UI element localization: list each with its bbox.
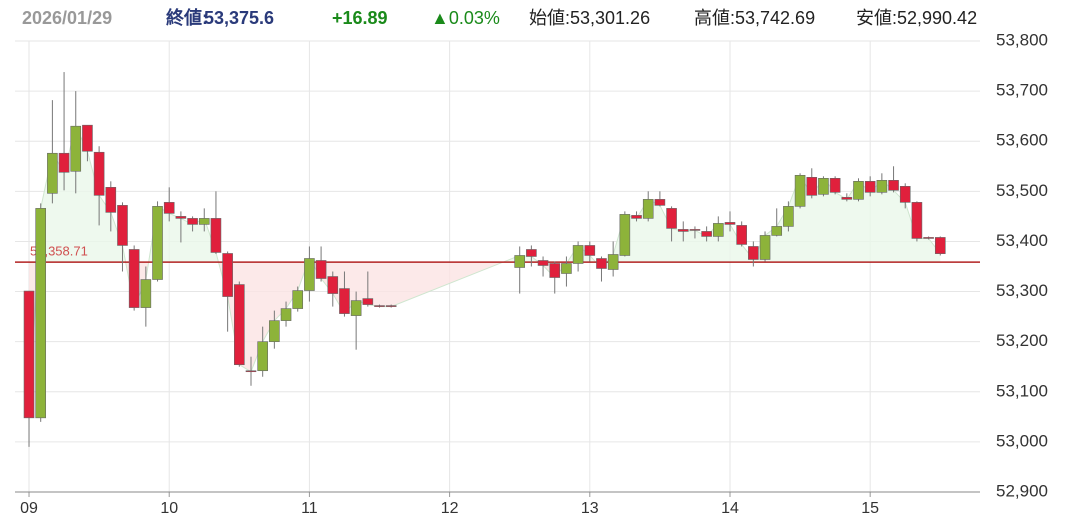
candle-body — [47, 152, 58, 194]
candle-body — [923, 237, 934, 239]
candle-body — [198, 218, 210, 225]
candle-body — [514, 255, 525, 268]
close-line — [28, 124, 941, 418]
candle-body — [701, 231, 712, 237]
candle-body — [841, 197, 853, 200]
candle-body — [257, 341, 268, 372]
candle-body — [619, 214, 631, 256]
y-tick-label: 53,000 — [996, 431, 1048, 450]
y-tick-label: 53,300 — [996, 281, 1048, 300]
candle-body — [748, 246, 759, 260]
x-tick-label: 11 — [301, 500, 318, 517]
y-tick-label: 52,900 — [996, 481, 1048, 500]
candle-body — [304, 258, 315, 291]
candle-body — [876, 180, 888, 193]
candle-body — [526, 249, 537, 257]
candle-body — [783, 206, 794, 227]
area-above — [29, 126, 941, 263]
candle-body — [537, 260, 549, 266]
candle-body — [187, 218, 198, 225]
date: 2026/01/29 — [22, 8, 112, 28]
candle-body — [736, 225, 747, 245]
open: 始値:53,301.26 — [529, 8, 650, 28]
candle-body — [853, 181, 864, 200]
candle-body — [93, 151, 105, 196]
candle-body — [561, 263, 572, 274]
x-tick-label: 09 — [20, 500, 38, 517]
candle-body — [911, 202, 923, 239]
y-tick-label: 53,400 — [996, 231, 1048, 250]
candle-body — [117, 205, 128, 246]
candle-body — [864, 181, 876, 193]
close-value: 53,375.6 — [204, 8, 274, 28]
x-tick-label: 13 — [581, 500, 599, 517]
candle-body — [771, 226, 783, 236]
x-tick-label: 10 — [160, 500, 178, 517]
candle-body — [175, 216, 187, 219]
candle-body — [315, 260, 327, 279]
candle-body — [245, 370, 257, 373]
x-tick-label: 12 — [441, 500, 459, 517]
candle-body — [140, 279, 152, 308]
candle-body — [128, 249, 140, 308]
candle-body — [724, 222, 736, 225]
high: 高値:53,742.69 — [694, 8, 815, 28]
y-tick-label: 53,100 — [996, 381, 1048, 400]
change: +16.89 — [332, 8, 388, 28]
candle-body — [327, 276, 339, 294]
candle-body — [607, 254, 619, 270]
candle-body — [899, 186, 911, 203]
candle-body — [888, 180, 899, 191]
candle-body — [350, 300, 362, 316]
candle-body — [105, 187, 117, 213]
candle-body — [292, 290, 304, 309]
candle-body — [23, 290, 35, 419]
candle-body — [385, 305, 397, 307]
x-tick-label: 14 — [721, 500, 739, 517]
x-tick-label: 15 — [861, 500, 879, 517]
y-tick-label: 53,700 — [996, 81, 1048, 100]
candle-body — [210, 218, 222, 253]
candle-body — [584, 245, 596, 256]
candle-body — [642, 199, 654, 219]
area-below — [29, 262, 607, 418]
candle-body — [152, 206, 163, 280]
candle-body — [572, 245, 584, 264]
candle-body — [654, 199, 666, 206]
candle-body — [280, 308, 292, 321]
candle-body — [58, 152, 70, 173]
candle-body — [677, 229, 689, 232]
candle-body — [222, 253, 233, 297]
candle-body — [759, 235, 771, 260]
candle-body — [163, 202, 175, 214]
candle-body — [666, 208, 677, 229]
y-tick-label: 53,500 — [996, 181, 1048, 200]
change-pct: ▲0.03% — [431, 8, 500, 28]
close-label: 終値: — [166, 7, 208, 28]
candle-body — [829, 178, 841, 193]
candle-body — [713, 223, 724, 237]
candle-body — [374, 305, 385, 307]
candle-body — [549, 263, 561, 278]
candle-body — [269, 320, 280, 342]
candle-body — [339, 288, 350, 314]
candle-body — [234, 284, 245, 366]
candle-body — [82, 124, 93, 152]
y-tick-label: 53,800 — [996, 30, 1048, 49]
low: 安値:52,990.42 — [856, 8, 977, 28]
candle-body — [631, 215, 642, 219]
candle-body — [689, 229, 701, 231]
y-tick-label: 53,200 — [996, 331, 1048, 350]
candle-body — [794, 174, 806, 207]
candle-body — [362, 298, 374, 305]
candle-body — [818, 178, 829, 195]
candle-body — [35, 208, 47, 419]
candle-body — [596, 258, 607, 269]
candle-body — [806, 177, 818, 196]
y-tick-label: 53,600 — [996, 131, 1048, 150]
candle-body — [70, 125, 82, 172]
candle-body — [934, 237, 946, 254]
